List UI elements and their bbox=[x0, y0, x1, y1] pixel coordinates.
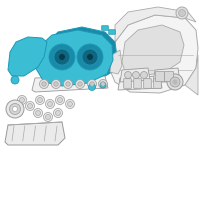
Circle shape bbox=[98, 79, 108, 88]
Circle shape bbox=[140, 72, 148, 78]
Polygon shape bbox=[42, 27, 117, 85]
FancyBboxPatch shape bbox=[124, 79, 131, 88]
Circle shape bbox=[66, 99, 74, 108]
Circle shape bbox=[56, 96, 64, 104]
Circle shape bbox=[176, 7, 188, 19]
Circle shape bbox=[36, 110, 40, 116]
FancyBboxPatch shape bbox=[154, 79, 161, 88]
Circle shape bbox=[58, 98, 62, 102]
Circle shape bbox=[54, 108, 62, 117]
Circle shape bbox=[42, 82, 46, 86]
Circle shape bbox=[87, 54, 93, 60]
Circle shape bbox=[49, 44, 75, 70]
Circle shape bbox=[132, 72, 140, 78]
Circle shape bbox=[52, 79, 60, 88]
Polygon shape bbox=[32, 76, 108, 92]
Circle shape bbox=[167, 74, 183, 90]
FancyBboxPatch shape bbox=[102, 26, 108, 30]
FancyBboxPatch shape bbox=[156, 72, 164, 82]
Polygon shape bbox=[120, 68, 150, 82]
Circle shape bbox=[36, 96, 44, 104]
Polygon shape bbox=[5, 122, 65, 145]
Circle shape bbox=[44, 112, 52, 121]
Circle shape bbox=[11, 76, 19, 84]
Circle shape bbox=[46, 99, 54, 108]
Polygon shape bbox=[122, 25, 184, 76]
Circle shape bbox=[172, 79, 178, 84]
Circle shape bbox=[56, 110, 60, 116]
Circle shape bbox=[48, 102, 52, 106]
FancyBboxPatch shape bbox=[134, 79, 141, 88]
Circle shape bbox=[18, 96, 26, 104]
Circle shape bbox=[124, 72, 132, 78]
FancyBboxPatch shape bbox=[164, 72, 174, 82]
Polygon shape bbox=[115, 7, 196, 42]
Circle shape bbox=[101, 82, 105, 86]
Circle shape bbox=[54, 49, 70, 65]
Circle shape bbox=[77, 44, 103, 70]
Circle shape bbox=[82, 49, 98, 65]
Circle shape bbox=[12, 106, 18, 112]
Circle shape bbox=[34, 108, 42, 117]
Circle shape bbox=[26, 102, 35, 110]
Circle shape bbox=[66, 82, 70, 86]
FancyBboxPatch shape bbox=[109, 30, 115, 34]
Polygon shape bbox=[35, 30, 113, 86]
Circle shape bbox=[20, 98, 24, 102]
Polygon shape bbox=[185, 55, 198, 95]
Polygon shape bbox=[110, 15, 198, 93]
FancyBboxPatch shape bbox=[144, 79, 151, 88]
Circle shape bbox=[88, 84, 96, 90]
Polygon shape bbox=[118, 76, 162, 90]
Circle shape bbox=[170, 77, 180, 87]
Circle shape bbox=[68, 102, 72, 106]
Circle shape bbox=[78, 82, 82, 86]
Circle shape bbox=[40, 79, 48, 88]
Circle shape bbox=[64, 79, 72, 88]
Circle shape bbox=[54, 82, 58, 86]
Circle shape bbox=[179, 9, 186, 17]
Circle shape bbox=[59, 54, 65, 60]
Circle shape bbox=[28, 104, 32, 108]
Circle shape bbox=[88, 79, 96, 88]
Circle shape bbox=[46, 114, 50, 119]
Circle shape bbox=[100, 82, 106, 88]
Polygon shape bbox=[153, 68, 180, 82]
Circle shape bbox=[6, 100, 24, 118]
Circle shape bbox=[38, 98, 42, 102]
Circle shape bbox=[10, 104, 21, 114]
Polygon shape bbox=[110, 50, 122, 74]
Polygon shape bbox=[8, 37, 47, 76]
Circle shape bbox=[90, 82, 94, 86]
Circle shape bbox=[76, 79, 84, 88]
